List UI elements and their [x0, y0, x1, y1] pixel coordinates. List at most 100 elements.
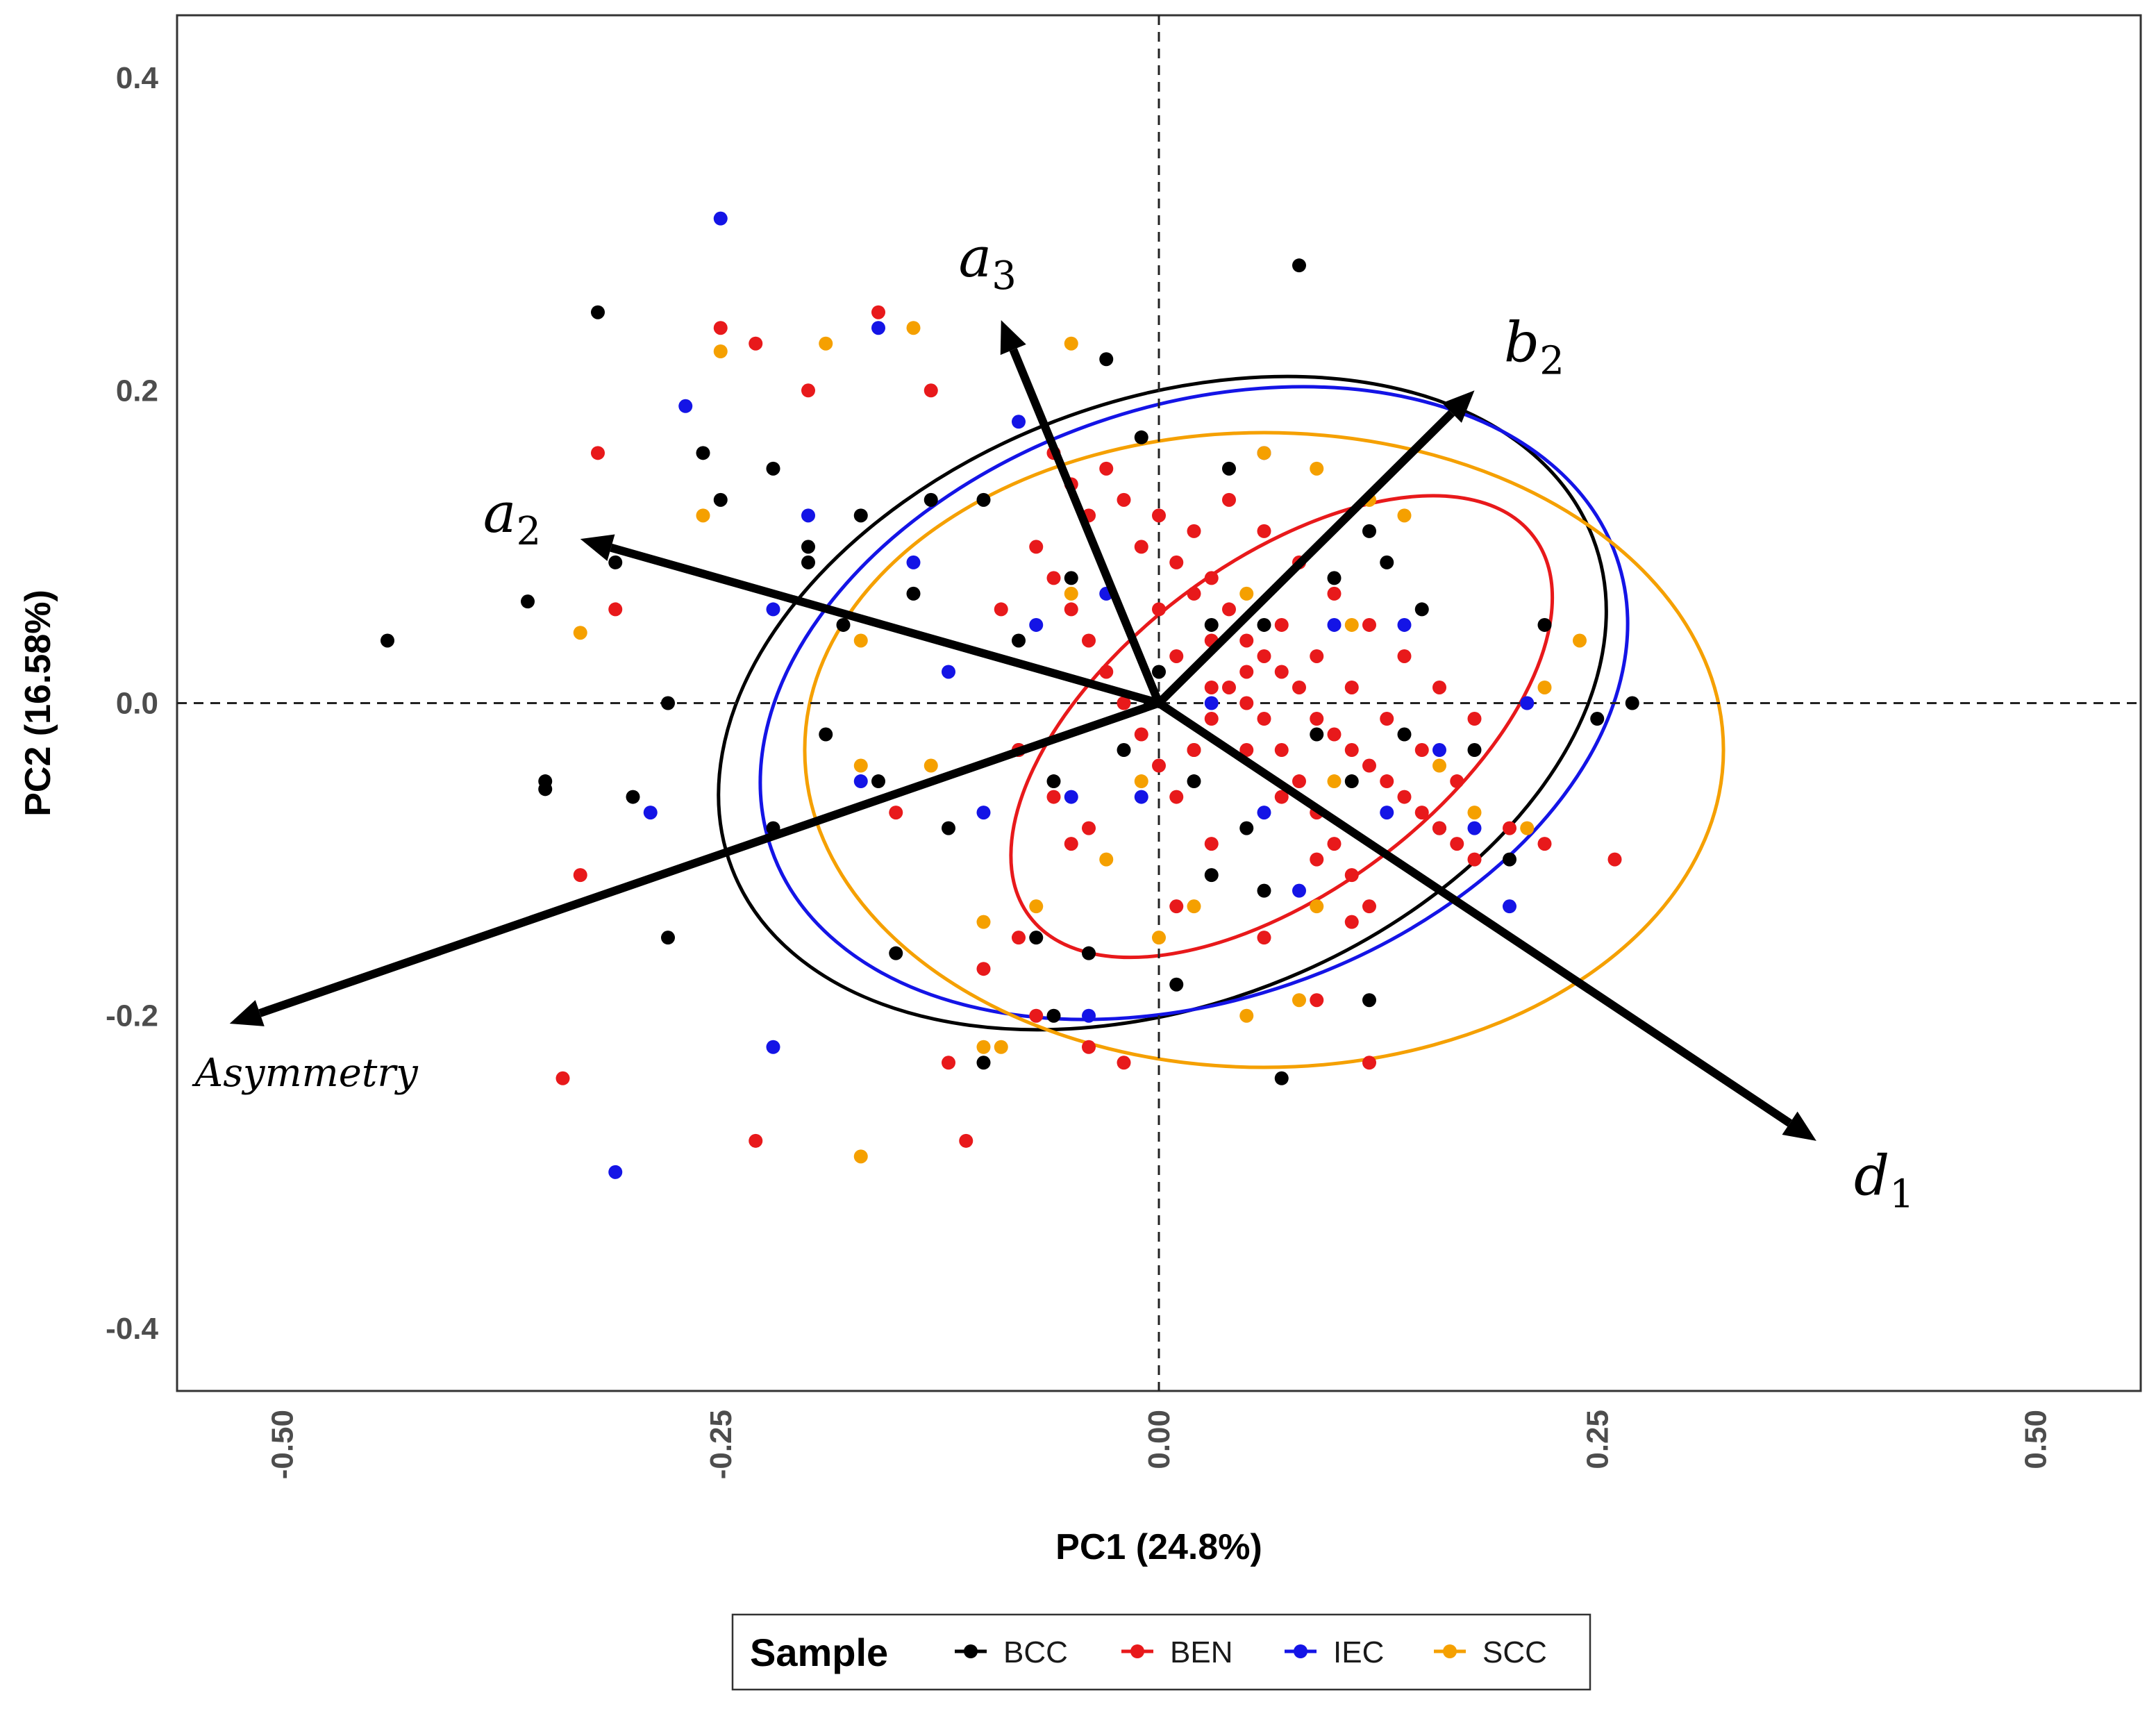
- point-bcc: [713, 492, 728, 507]
- point-scc: [696, 508, 710, 523]
- point-ben: [1397, 790, 1412, 804]
- ellipse-bcc: [717, 374, 1608, 1032]
- point-scc: [819, 336, 833, 351]
- point-bcc: [1187, 774, 1201, 789]
- point-scc: [906, 321, 921, 335]
- point-bcc: [1117, 743, 1131, 758]
- point-iec: [766, 1040, 780, 1054]
- point-bcc: [1222, 461, 1236, 476]
- point-ben: [1239, 696, 1254, 710]
- point-bcc: [889, 946, 903, 960]
- point-iec: [1064, 790, 1078, 804]
- point-scc: [853, 633, 868, 648]
- arrow-shaft-1: [1155, 410, 1455, 706]
- point-bcc: [1274, 1071, 1289, 1085]
- point-ben: [749, 1133, 763, 1148]
- x-axis-ticks: -0.50 -0.25 0.00 0.25 0.50: [266, 1410, 2053, 1479]
- point-scc: [1292, 993, 1306, 1008]
- point-ben: [1362, 617, 1376, 632]
- point-scc: [1064, 586, 1078, 601]
- point-ben: [1046, 571, 1061, 585]
- point-ben: [1362, 899, 1376, 914]
- point-ben: [1344, 743, 1359, 758]
- legend-label-iec: IEC: [1333, 1635, 1384, 1669]
- point-bcc: [521, 594, 535, 609]
- point-iec: [1029, 617, 1044, 632]
- point-bcc: [942, 821, 955, 835]
- legend-label-bcc: BCC: [1003, 1635, 1068, 1669]
- point-scc: [1029, 899, 1044, 914]
- point-bcc: [801, 555, 815, 569]
- point-ben: [1029, 540, 1044, 554]
- point-ben: [1607, 852, 1622, 867]
- point-bcc: [1310, 727, 1324, 742]
- arrow-head-3: [229, 1000, 265, 1026]
- point-iec: [1204, 696, 1219, 710]
- ellipse-iec: [758, 385, 1630, 1022]
- point-ben: [1327, 837, 1342, 851]
- point-iec: [1432, 743, 1446, 758]
- point-bcc: [661, 931, 675, 945]
- point-ben: [1099, 665, 1114, 679]
- point-ben: [1432, 680, 1446, 694]
- point-bcc: [906, 586, 921, 601]
- point-ben: [555, 1071, 570, 1085]
- point-bcc: [1362, 993, 1376, 1008]
- point-bcc: [819, 727, 833, 742]
- point-ben: [1082, 1040, 1096, 1054]
- point-ben: [1292, 680, 1306, 694]
- point-iec: [1397, 617, 1412, 632]
- point-bcc: [1537, 617, 1552, 632]
- point-ben: [1187, 743, 1201, 758]
- point-bcc: [976, 1056, 991, 1070]
- x-tick-label: 0.00: [1142, 1410, 1176, 1469]
- arrow-head-1: [1441, 390, 1475, 423]
- point-ben: [1414, 806, 1429, 820]
- arrow-head-0: [1000, 319, 1026, 356]
- point-scc: [1099, 852, 1114, 867]
- legend-key-dot-iec: [1294, 1644, 1307, 1658]
- point-ben: [1029, 1008, 1044, 1023]
- point-ben: [994, 602, 1008, 617]
- point-ben: [1012, 931, 1026, 945]
- point-ben: [1064, 602, 1078, 617]
- point-ben: [1099, 461, 1114, 476]
- point-scc: [994, 1040, 1008, 1054]
- point-ben: [1257, 524, 1271, 538]
- point-ben: [1169, 899, 1184, 914]
- point-ben: [1274, 617, 1289, 632]
- point-scc: [1187, 899, 1201, 914]
- point-ben: [1292, 774, 1306, 789]
- point-bcc: [381, 633, 394, 648]
- point-scc: [853, 758, 868, 773]
- point-bcc: [1029, 931, 1044, 945]
- arrow-label-3: Asymmetry: [192, 1051, 419, 1096]
- point-bcc: [1082, 946, 1096, 960]
- arrow-shaft-3: [258, 699, 1160, 1017]
- arrow-label-0: a3: [959, 225, 1017, 299]
- point-ben: [1450, 774, 1464, 789]
- point-scc: [853, 1149, 868, 1164]
- legend-title: Sample: [750, 1631, 888, 1674]
- point-scc: [1152, 931, 1166, 945]
- point-ben: [1064, 837, 1078, 851]
- point-ben: [1274, 743, 1289, 758]
- point-ben: [1344, 868, 1359, 883]
- point-bcc: [1046, 774, 1061, 789]
- point-iec: [678, 399, 693, 413]
- point-scc: [1257, 446, 1271, 460]
- point-ben: [1082, 633, 1096, 648]
- legend-key-dot-bcc: [964, 1644, 978, 1658]
- point-scc: [924, 758, 938, 773]
- point-ben: [1239, 743, 1254, 758]
- point-iec: [1292, 883, 1306, 898]
- point-bcc: [1204, 617, 1219, 632]
- point-scc: [1432, 758, 1446, 773]
- point-iec: [1503, 899, 1516, 914]
- point-ben: [1134, 727, 1148, 742]
- point-ben: [1310, 649, 1324, 663]
- confidence-ellipses: [717, 374, 1725, 1069]
- point-bcc: [1292, 258, 1306, 273]
- point-scc: [976, 915, 991, 929]
- point-ben: [1310, 852, 1324, 867]
